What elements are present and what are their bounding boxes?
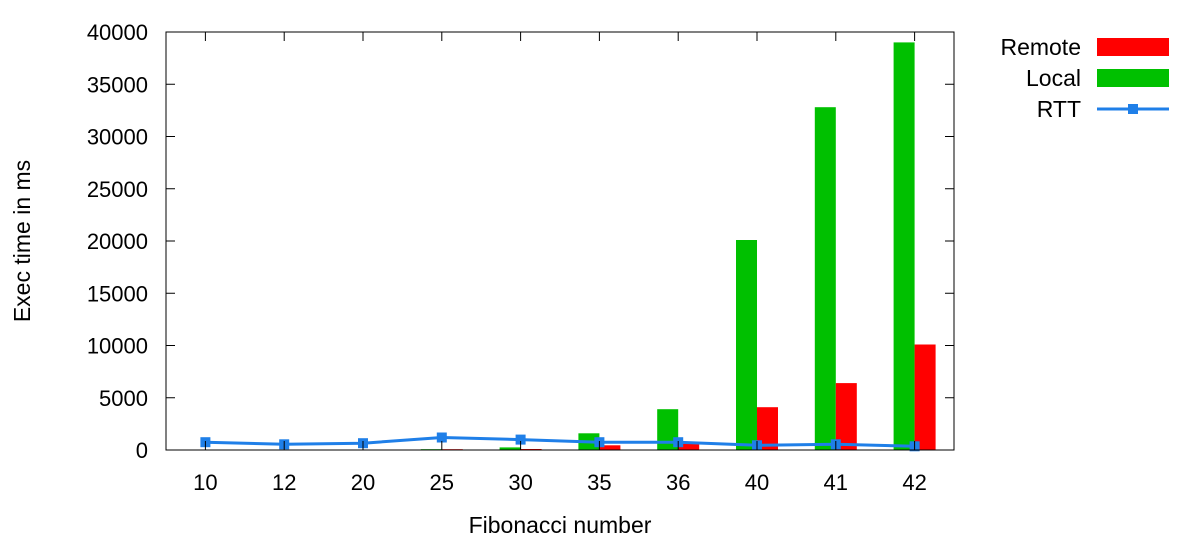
x-tick-label: 25 bbox=[430, 470, 454, 495]
x-tick-label: 41 bbox=[824, 470, 848, 495]
y-axis-title: Exec time in ms bbox=[9, 160, 35, 322]
legend-marker-rtt bbox=[1128, 104, 1138, 114]
legend-label-remote: Remote bbox=[1000, 34, 1081, 60]
x-tick-label: 40 bbox=[745, 470, 769, 495]
line-rtt bbox=[205, 436, 915, 448]
x-tick-label: 12 bbox=[272, 470, 296, 495]
bar-local-40 bbox=[736, 240, 757, 450]
bar-remote-42 bbox=[914, 344, 936, 450]
bars-layer bbox=[184, 42, 936, 451]
legend-swatch-local bbox=[1097, 69, 1169, 87]
bar-local-30 bbox=[499, 447, 521, 450]
legend-label-local: Local bbox=[1026, 65, 1081, 91]
y-tick-label: 10000 bbox=[87, 334, 148, 359]
marker-rtt-30 bbox=[515, 434, 526, 445]
y-tick-label: 40000 bbox=[87, 20, 148, 45]
ticks-layer: 0 5000 10000 15000 20000 25000 30000 35000 40000… bbox=[87, 20, 954, 495]
bar-local-36 bbox=[657, 409, 679, 450]
x-tick-label: 30 bbox=[508, 470, 532, 495]
x-tick-label: 36 bbox=[666, 470, 690, 495]
bar-remote-36 bbox=[678, 443, 700, 450]
x-tick-label: 20 bbox=[351, 470, 375, 495]
y-tick-label: 20000 bbox=[87, 229, 148, 254]
legend-label-rtt: RTT bbox=[1037, 96, 1081, 122]
bar-remote-41 bbox=[835, 383, 857, 450]
y-tick-label: 25000 bbox=[87, 177, 148, 202]
legend-swatch-remote bbox=[1097, 38, 1169, 56]
bar-remote-40 bbox=[757, 407, 778, 450]
y-tick-label: 5000 bbox=[99, 386, 148, 411]
marker-rtt-25 bbox=[436, 432, 447, 443]
y-tick-label: 15000 bbox=[87, 281, 148, 306]
y-tick-label: 30000 bbox=[87, 125, 148, 150]
bar-local-41 bbox=[814, 107, 836, 450]
y-tick-label: 0 bbox=[136, 438, 148, 463]
bar-remote-35 bbox=[599, 445, 621, 450]
x-tick-label: 10 bbox=[193, 470, 217, 495]
legend: Remote Local RTT bbox=[1000, 34, 1169, 122]
x-tick-label: 35 bbox=[587, 470, 611, 495]
rtt-line-layer bbox=[200, 432, 920, 452]
bar-local-42 bbox=[893, 42, 915, 451]
y-tick-label: 35000 bbox=[87, 72, 148, 97]
x-axis-title: Fibonacci number bbox=[469, 512, 652, 538]
x-tick-label: 42 bbox=[902, 470, 926, 495]
